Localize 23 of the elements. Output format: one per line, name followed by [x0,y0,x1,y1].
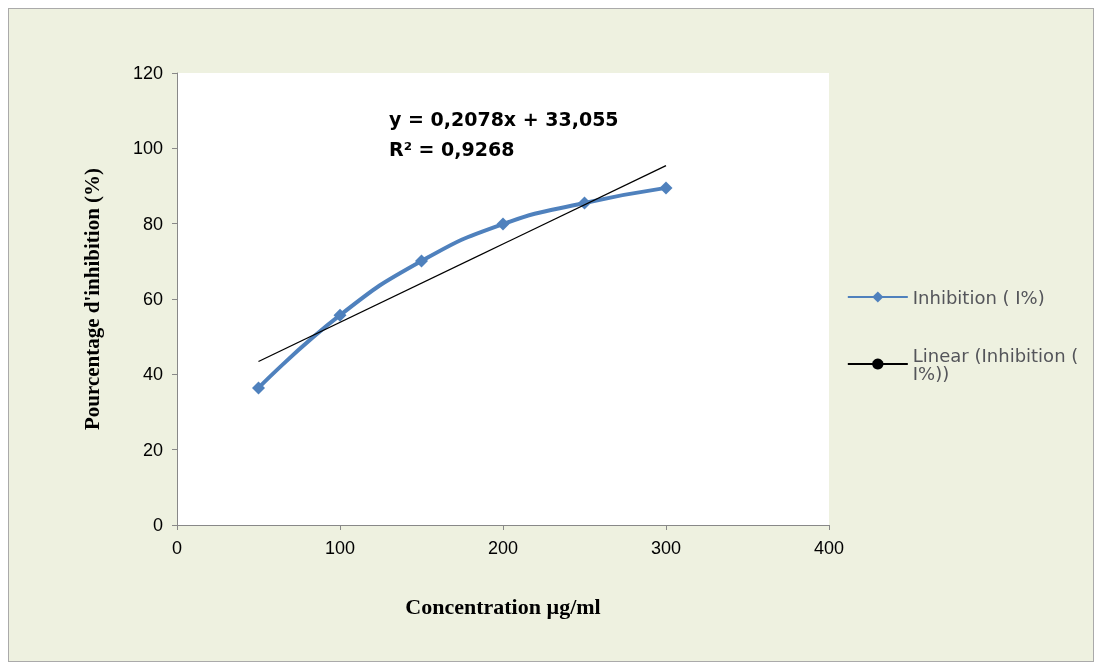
point [252,381,265,395]
x-tick-label: 0 [171,538,183,558]
y-tick-label: 60 [142,289,163,309]
y-axis-title: Pourcentage d'inhibition (%) [79,167,104,431]
legend-label: Linear (Inhibition ( I%)) [912,344,1084,384]
x-tick-label: 400 [813,538,845,558]
y-tick-label: 40 [142,364,163,385]
y-tick-label: 120 [132,63,163,83]
point [415,254,428,268]
y-tick-label: 100 [132,138,163,159]
x-tick-label: 200 [487,538,519,558]
y-tick-label: 80 [142,213,163,234]
legend-label: Inhibition ( I%) [912,286,1045,308]
point [659,181,673,195]
annotation: y = 0,2078x + 33,055 [389,107,619,130]
y-tick-label: 20 [142,439,163,460]
annotation: R² = 0,9268 [389,137,515,160]
point [496,217,510,231]
point [333,308,347,322]
y-tick-label: 0 [152,515,163,535]
x-axis-title: Concentration µg/ml [405,593,601,619]
x-tick-label: 100 [324,538,356,558]
x-tick-label: 300 [650,538,682,558]
